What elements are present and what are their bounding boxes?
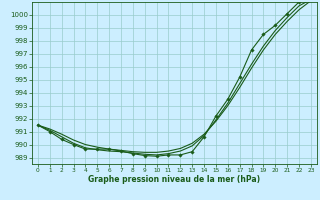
X-axis label: Graphe pression niveau de la mer (hPa): Graphe pression niveau de la mer (hPa) bbox=[88, 175, 260, 184]
